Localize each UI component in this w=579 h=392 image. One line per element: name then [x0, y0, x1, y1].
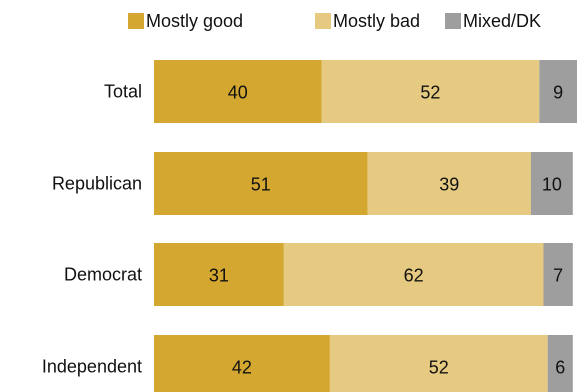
legend-swatch-mostly-good — [128, 13, 144, 29]
bar-total-mostly-bad — [321, 60, 540, 123]
value-label-independent-mostly-good: 42 — [232, 358, 252, 378]
category-label-total: Total — [104, 82, 142, 102]
legend-label-mostly-bad: Mostly bad — [333, 11, 420, 31]
legend: Mostly good Mostly bad Mixed/DK — [128, 11, 541, 31]
bar-republican-mixed-dk — [530, 152, 573, 215]
bar-republican-mostly-bad — [367, 152, 531, 215]
bar-total-mostly-good — [154, 60, 322, 123]
value-label-democrat-mostly-good: 31 — [209, 266, 229, 286]
bar-democrat-mostly-good — [154, 243, 284, 306]
bar-independent-mixed-dk — [547, 335, 573, 392]
value-label-independent-mostly-bad: 52 — [429, 358, 449, 378]
plot-area: Total 40 52 9 Republican 51 39 10 Democrat 31 62 7 I… — [42, 60, 577, 392]
value-label-democrat-mixed-dk: 7 — [553, 266, 563, 286]
bar-independent-mostly-good — [154, 335, 330, 392]
value-label-republican-mixed-dk: 10 — [542, 175, 562, 195]
legend-label-mixed-dk: Mixed/DK — [463, 11, 541, 31]
category-label-democrat: Democrat — [64, 265, 142, 285]
bar-republican-mostly-good — [154, 152, 368, 215]
category-label-independent: Independent — [42, 357, 142, 377]
legend-swatch-mixed-dk — [445, 13, 461, 29]
value-label-independent-mixed-dk: 6 — [555, 358, 565, 378]
value-label-total-mostly-good: 40 — [228, 83, 248, 103]
bar-democrat-mixed-dk — [543, 243, 573, 306]
legend-label-mostly-good: Mostly good — [146, 11, 243, 31]
category-label-republican: Republican — [52, 174, 142, 194]
legend-swatch-mostly-bad — [315, 13, 331, 29]
value-label-democrat-mostly-bad: 62 — [404, 266, 424, 286]
value-label-republican-mostly-bad: 39 — [439, 175, 459, 195]
value-label-total-mixed-dk: 9 — [553, 83, 563, 103]
bar-independent-mostly-bad — [329, 335, 548, 392]
bar-total-mixed-dk — [539, 60, 577, 123]
value-label-republican-mostly-good: 51 — [251, 175, 271, 195]
value-label-total-mostly-bad: 52 — [420, 83, 440, 103]
bar-democrat-mostly-bad — [283, 243, 544, 306]
